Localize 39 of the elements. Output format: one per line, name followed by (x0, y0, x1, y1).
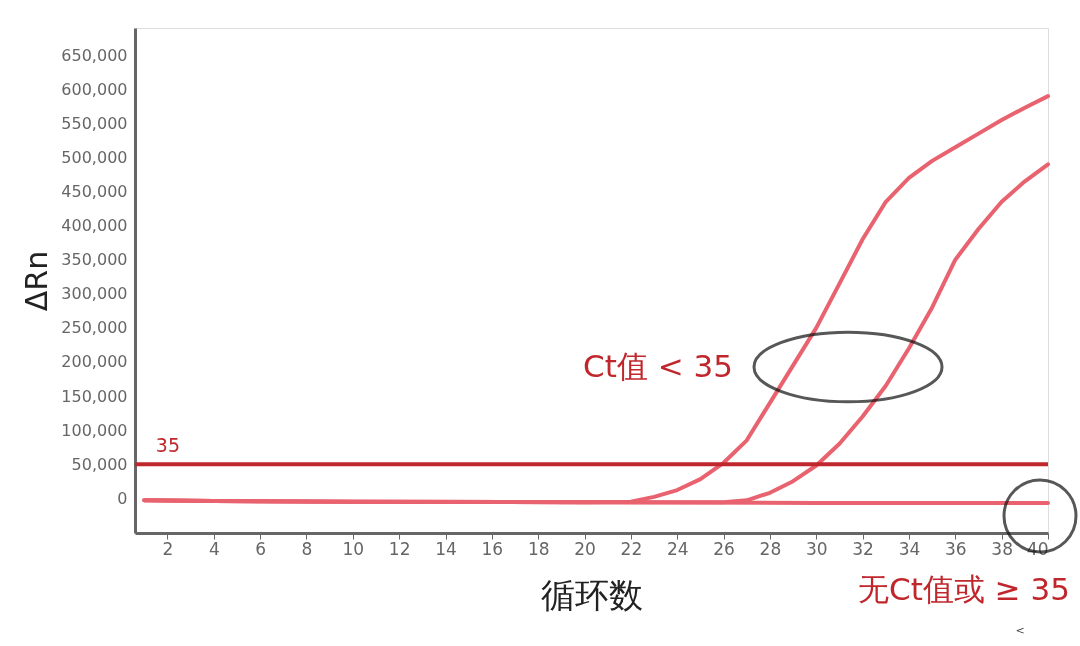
x-tick-label: 26 (713, 538, 735, 559)
y-tick-label: 500,000 (61, 147, 128, 167)
x-tick-label: 14 (435, 538, 457, 559)
y-axis-title: ΔRn (19, 250, 55, 312)
x-tick-label: 4 (208, 538, 220, 559)
y-tick-label: 650,000 (61, 45, 128, 65)
y-tick-label: 50,000 (71, 454, 128, 474)
x-tick-label: 6 (255, 538, 267, 559)
x-tick-label: 8 (301, 538, 313, 559)
x-tick-label: 18 (527, 538, 550, 559)
x-tick-label: 38 (991, 538, 1013, 559)
y-tick-label: 100,000 (61, 420, 128, 440)
annotation: 35 (155, 434, 181, 457)
y-tick-label: 400,000 (61, 216, 128, 236)
y-tick-label: 250,000 (61, 318, 128, 338)
y-tick-label: 0 (117, 488, 128, 508)
annotation: Ct值 < 35 (583, 348, 733, 384)
x-tick-label: 10 (342, 538, 365, 559)
x-tick-label: 32 (852, 538, 874, 559)
x-axis-title: 循环数 (541, 574, 643, 615)
y-tick-label: 350,000 (61, 250, 128, 270)
x-tick-label: 36 (944, 538, 967, 559)
x-tick-label: 34 (898, 538, 921, 559)
y-tick-label: 450,000 (61, 182, 128, 202)
text: < (1015, 624, 1025, 637)
x-tick-label: 24 (666, 538, 689, 559)
x-tick-label: 12 (388, 538, 411, 559)
y-tick-label: 150,000 (61, 386, 128, 406)
text: 无Ct值或 ≥ 35 (858, 571, 1070, 607)
x-tick-label: 22 (620, 538, 643, 559)
y-tick-label: 300,000 (61, 284, 128, 304)
x-tick-label: 30 (805, 538, 828, 559)
x-tick-label: 28 (759, 538, 782, 559)
x-tick-label: 16 (481, 538, 504, 559)
x-tick-label: 2 (162, 538, 174, 559)
y-tick-label: 550,000 (61, 113, 128, 133)
y-tick-label: 600,000 (61, 79, 128, 99)
y-tick-label: 200,000 (61, 352, 128, 372)
x-tick-label: 20 (574, 538, 596, 559)
